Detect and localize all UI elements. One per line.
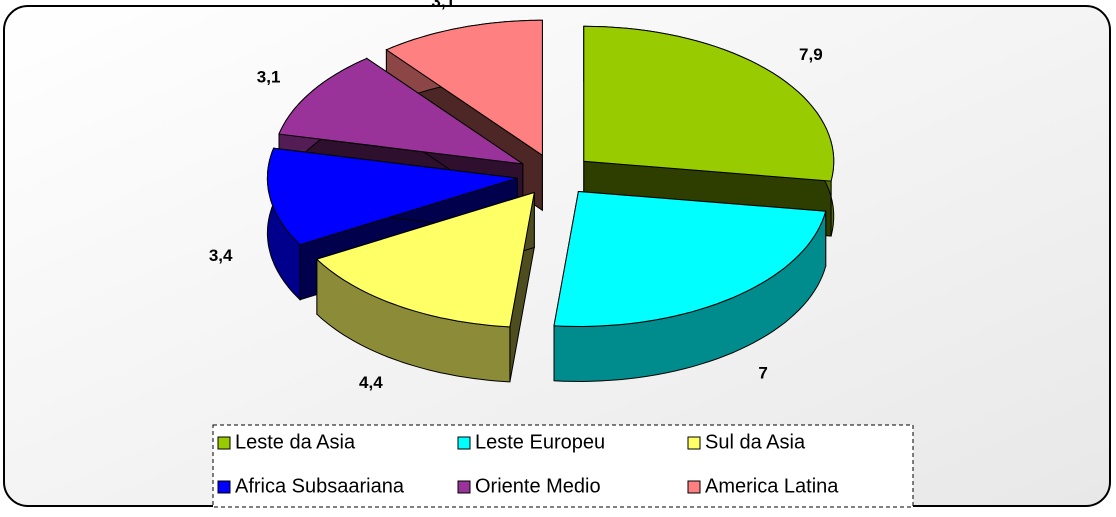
value-label: 3,1 [431, 0, 455, 11]
legend-label: Leste da Asia [235, 431, 356, 453]
legend-label: Africa Subsaariana [235, 475, 405, 497]
value-label: 3,1 [257, 67, 281, 86]
legend-label: America Latina [705, 475, 839, 497]
slice-top [553, 190, 827, 328]
value-label: 3,4 [209, 246, 233, 265]
value-label: 7,9 [799, 45, 823, 64]
legend-swatch [457, 480, 471, 494]
slice-top [315, 191, 535, 328]
legend-swatch [687, 436, 701, 450]
value-label: 4,4 [359, 373, 383, 392]
slice [315, 191, 535, 383]
legend-label: Leste Europeu [475, 431, 605, 453]
pie: 3,1 7,9 3,1 3,4 7 4,4 [209, 0, 835, 392]
legend-swatch [687, 480, 701, 494]
legend-swatch [217, 480, 231, 494]
slice-top [278, 57, 524, 165]
slice-top [385, 19, 543, 157]
legend-swatch [217, 436, 231, 450]
legend-label: Sul da Asia [705, 431, 806, 453]
slice [553, 190, 827, 383]
legend-box [212, 424, 914, 508]
legend-label: Oriente Medio [475, 475, 601, 497]
value-label: 7 [758, 364, 767, 383]
legend-swatch [457, 436, 471, 450]
slice-top [583, 25, 835, 182]
legend: Leste da Asia Leste Europeu Sul da Asia Afr… [217, 431, 839, 497]
slice-top [266, 147, 518, 246]
